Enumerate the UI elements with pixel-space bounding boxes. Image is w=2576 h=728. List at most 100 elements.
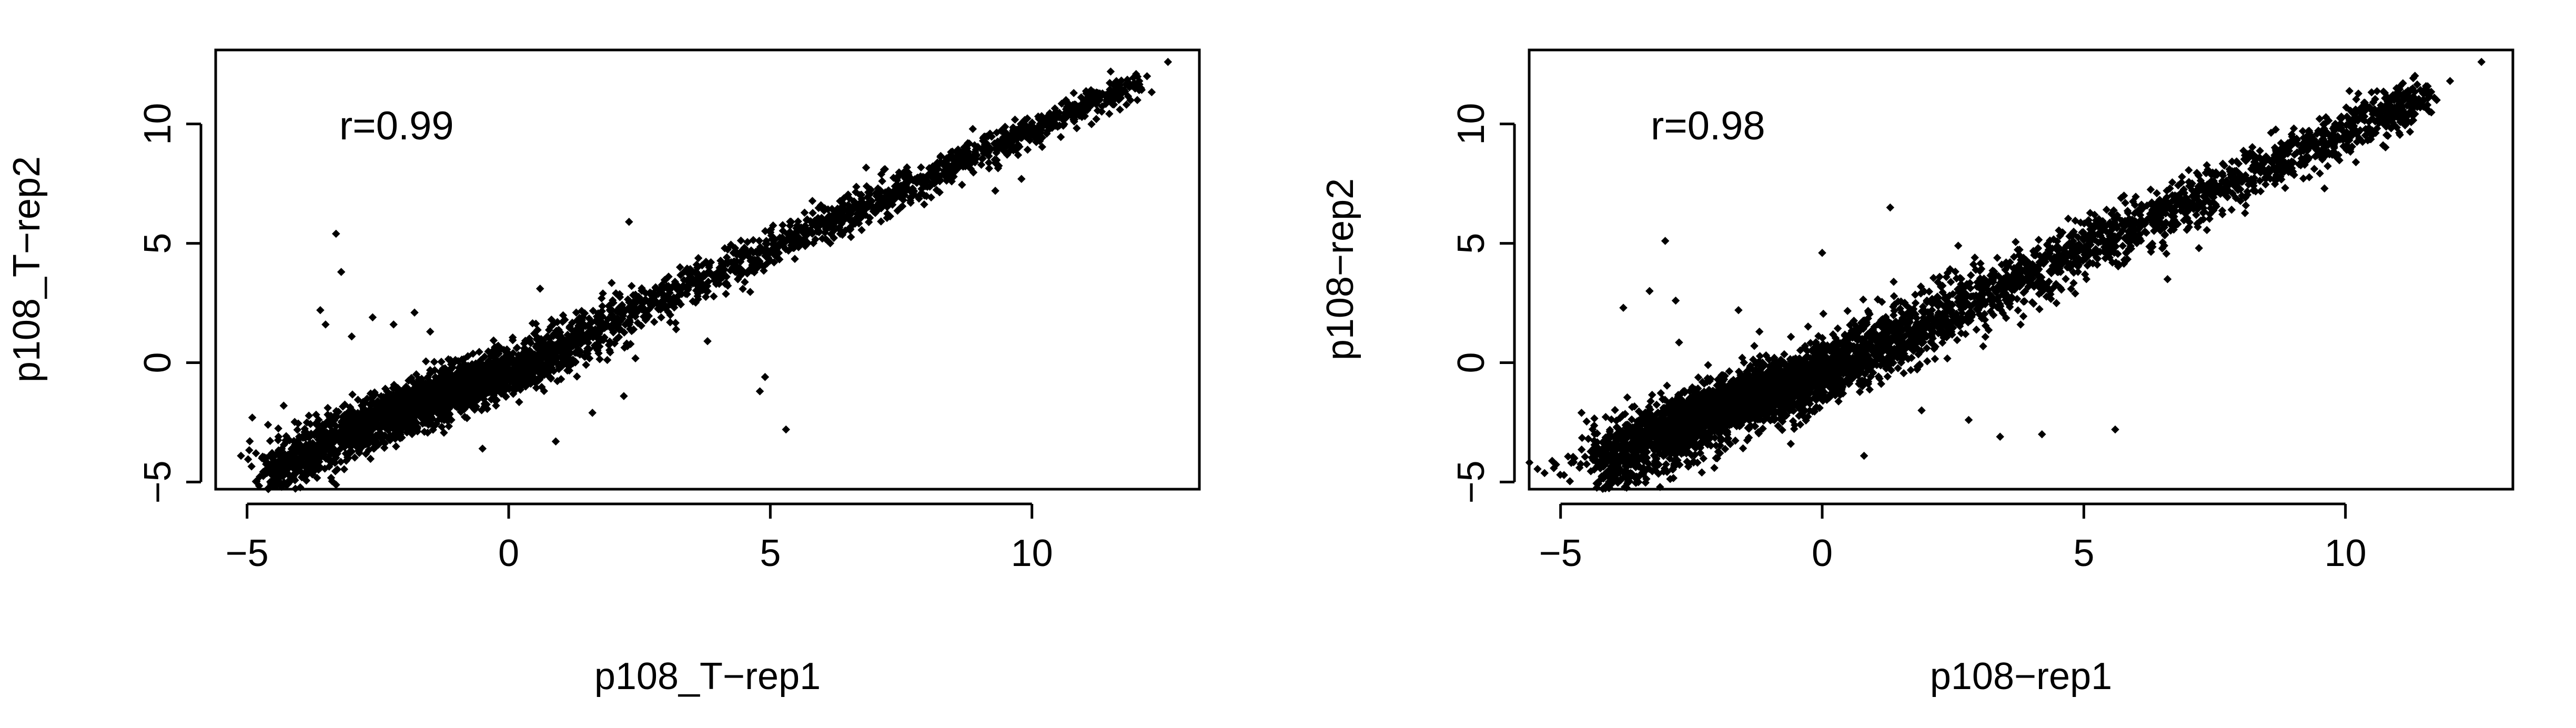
- data-point: [588, 409, 597, 417]
- data-point: [779, 221, 787, 229]
- data-point: [746, 288, 754, 296]
- data-point: [348, 390, 357, 399]
- data-point: [852, 183, 861, 191]
- plot-frame: [214, 48, 1201, 491]
- data-point: [917, 163, 925, 171]
- data-point: [1972, 325, 1981, 334]
- data-point: [331, 467, 340, 476]
- data-point: [808, 197, 817, 205]
- y-axis-title: p108_T−rep2: [6, 156, 48, 382]
- data-point: [264, 420, 272, 429]
- data-point: [650, 318, 659, 326]
- data-point: [1147, 88, 1156, 96]
- data-point: [1786, 332, 1795, 341]
- data-point: [551, 437, 560, 446]
- data-point: [657, 313, 665, 322]
- data-point: [340, 465, 349, 473]
- data-point: [1966, 271, 1975, 280]
- data-point: [878, 177, 886, 186]
- y-tick-label: 0: [137, 352, 179, 373]
- data-point: [389, 320, 398, 329]
- data-point: [1739, 444, 1747, 453]
- data-point: [722, 289, 730, 298]
- data-point: [1675, 338, 1683, 347]
- data-point: [598, 302, 607, 310]
- data-point: [1143, 72, 1151, 80]
- data-point: [846, 232, 855, 241]
- data-point: [1017, 175, 1026, 183]
- data-point: [800, 208, 809, 217]
- data-point: [627, 281, 636, 290]
- data-point: [2241, 209, 2249, 217]
- data-point: [739, 285, 747, 293]
- data-point: [248, 413, 257, 422]
- data-point: [392, 442, 400, 451]
- data-point: [625, 217, 633, 226]
- data-point: [582, 360, 590, 369]
- data-point: [782, 425, 790, 434]
- data-point: [2227, 205, 2236, 214]
- data-point: [1906, 366, 1915, 375]
- data-point: [515, 398, 523, 407]
- data-point: [237, 451, 245, 460]
- data-point: [293, 426, 302, 434]
- data-point: [672, 325, 681, 333]
- data-point: [985, 158, 993, 167]
- x-axis: −5 0 5 10: [226, 502, 1053, 574]
- y-tick-label: 10: [137, 103, 179, 145]
- y-tick-label: 5: [137, 233, 179, 254]
- data-point: [608, 279, 616, 287]
- data-point: [862, 163, 871, 172]
- data-point: [2016, 320, 2025, 329]
- x-tick-label: 0: [498, 532, 519, 574]
- data-point: [332, 480, 340, 489]
- data-point: [968, 125, 977, 133]
- data-point: [1106, 67, 1115, 76]
- x-axis-title: p108_T−rep1: [594, 655, 821, 697]
- data-point: [316, 306, 325, 315]
- data-point: [1859, 295, 1867, 304]
- data-point: [536, 285, 544, 293]
- data-point: [958, 180, 966, 189]
- data-point: [1116, 105, 1124, 114]
- data-point: [368, 313, 377, 322]
- data-point: [426, 327, 435, 336]
- data-point: [573, 372, 581, 381]
- data-point: [1663, 381, 1671, 390]
- data-point: [595, 355, 604, 363]
- data-point: [1011, 115, 1019, 124]
- data-point: [710, 292, 718, 301]
- data-point: [694, 254, 703, 262]
- data-point: [977, 160, 986, 169]
- data-point: [1133, 96, 1141, 104]
- data-point: [337, 268, 346, 276]
- data-point: [274, 424, 282, 433]
- data-point: [332, 229, 340, 238]
- data-point: [733, 275, 742, 284]
- x-tick-label: −5: [226, 532, 269, 574]
- data-point: [1105, 109, 1114, 118]
- x-tick-label: 10: [1011, 532, 1053, 574]
- data-point: [279, 401, 288, 410]
- data-point: [305, 411, 313, 420]
- data-point: [620, 392, 628, 400]
- data-point: [1087, 120, 1096, 128]
- data-point: [2185, 166, 2193, 175]
- data-point: [347, 332, 356, 341]
- x-tick-label: 5: [760, 532, 781, 574]
- data-point: [1073, 124, 1081, 133]
- data-point: [437, 358, 446, 366]
- data-point: [631, 354, 640, 362]
- data-point: [666, 318, 674, 327]
- data-point: [761, 372, 770, 381]
- data-point: [246, 437, 254, 446]
- data-point: [985, 164, 994, 173]
- data-point: [1092, 115, 1100, 124]
- data-point: [266, 437, 275, 445]
- data-point: [1069, 89, 1078, 97]
- data-point: [736, 236, 745, 245]
